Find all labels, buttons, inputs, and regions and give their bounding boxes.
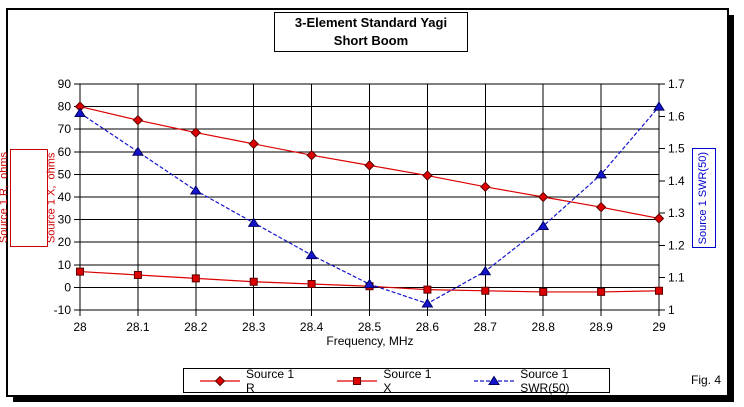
legend-item-source1-x: Source 1 X [337, 367, 434, 395]
svg-text:90: 90 [58, 77, 72, 91]
svg-text:1.1: 1.1 [668, 271, 685, 285]
svg-text:-10: -10 [54, 303, 72, 317]
legend-marker-triangle-icon [474, 375, 515, 387]
svg-text:28.5: 28.5 [358, 320, 382, 334]
svg-text:1.6: 1.6 [668, 109, 685, 123]
svg-text:50: 50 [58, 167, 72, 181]
x-axis-label: Frequency, MHz [326, 334, 414, 348]
svg-text:28.6: 28.6 [416, 320, 440, 334]
svg-text:28.2: 28.2 [184, 320, 208, 334]
y-axis-left-label-x: Source 1 X, ohms [45, 152, 58, 244]
svg-text:29: 29 [652, 320, 666, 334]
y-axis-right-label: Source 1 SWR(50) [697, 151, 710, 245]
legend-label: Source 1 X [383, 366, 432, 395]
legend-item-source1-r: Source 1 R [200, 367, 297, 395]
chart-title-line2: Short Boom [333, 33, 409, 48]
svg-text:28.8: 28.8 [532, 320, 556, 334]
svg-text:28.1: 28.1 [126, 320, 150, 334]
y-axis-left-label-r: Source 1 R, ohms [0, 152, 11, 244]
svg-text:20: 20 [58, 235, 72, 249]
svg-text:70: 70 [58, 122, 72, 136]
svg-text:1.3: 1.3 [668, 206, 685, 220]
svg-text:1.7: 1.7 [668, 77, 685, 91]
chart-title-box: 3-Element Standard Yagi Short Boom [274, 12, 468, 52]
svg-text:1.5: 1.5 [668, 142, 685, 156]
svg-text:80: 80 [58, 100, 72, 114]
svg-text:30: 30 [58, 213, 72, 227]
legend: Source 1 R Source 1 X Source 1 SWR(50) [183, 367, 610, 395]
svg-text:1.2: 1.2 [668, 238, 685, 252]
chart-title-line1: 3-Element Standard Yagi [294, 15, 448, 31]
svg-text:28.4: 28.4 [300, 320, 324, 334]
legend-marker-diamond-icon [200, 375, 240, 387]
y-axis-right-label-box: Source 1 SWR(50) [692, 148, 716, 248]
svg-text:28: 28 [73, 320, 87, 334]
y-axis-left-label-box: Source 1 R, ohms Source 1 X, ohms [0, 149, 58, 247]
figure-frame [6, 8, 729, 397]
svg-text:0: 0 [64, 280, 71, 294]
svg-text:60: 60 [58, 145, 72, 159]
svg-text:1: 1 [668, 303, 675, 317]
svg-text:1.4: 1.4 [668, 174, 685, 188]
svg-text:40: 40 [58, 190, 72, 204]
svg-text:28.3: 28.3 [242, 320, 266, 334]
figure-number: Fig. 4 [690, 373, 721, 387]
legend-item-source1-swr: Source 1 SWR(50) [474, 367, 609, 395]
legend-marker-square-icon [337, 375, 378, 387]
legend-label: Source 1 SWR(50) [520, 366, 570, 395]
svg-text:10: 10 [58, 258, 72, 272]
svg-text:28.7: 28.7 [474, 320, 498, 334]
legend-label: Source 1 R [246, 366, 295, 395]
svg-text:28.9: 28.9 [589, 320, 613, 334]
